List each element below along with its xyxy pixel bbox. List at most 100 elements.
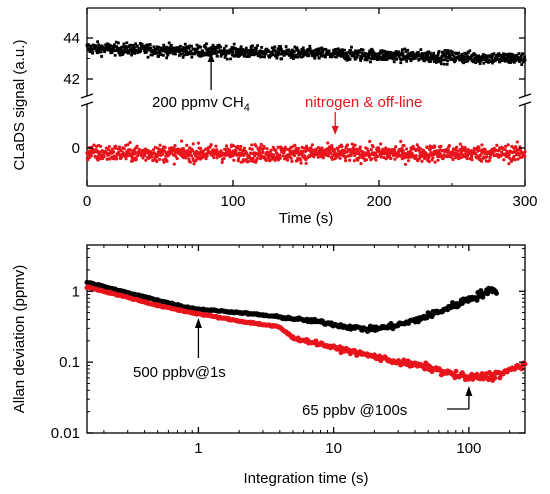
point xyxy=(214,52,218,55)
point xyxy=(519,54,523,58)
point xyxy=(316,53,319,57)
point xyxy=(432,57,436,61)
point xyxy=(167,50,170,54)
point xyxy=(256,44,259,47)
point xyxy=(423,59,426,63)
point xyxy=(455,145,459,149)
point xyxy=(112,47,116,51)
point xyxy=(284,45,288,48)
point xyxy=(210,52,214,56)
point xyxy=(385,58,389,61)
point xyxy=(98,144,103,148)
point xyxy=(129,49,133,53)
point xyxy=(384,146,388,150)
point xyxy=(389,50,393,54)
point xyxy=(415,54,419,58)
point xyxy=(432,51,436,55)
point xyxy=(395,50,398,54)
point xyxy=(174,52,177,56)
point xyxy=(404,56,408,60)
point xyxy=(403,47,407,51)
point xyxy=(301,55,305,58)
point xyxy=(313,56,317,60)
point xyxy=(491,61,494,65)
point xyxy=(293,50,296,53)
point xyxy=(509,52,513,56)
point xyxy=(106,42,109,46)
point xyxy=(117,41,120,45)
point xyxy=(441,58,445,62)
point xyxy=(195,43,199,47)
point xyxy=(215,156,219,160)
point xyxy=(353,52,356,55)
point xyxy=(181,52,185,56)
point xyxy=(114,157,119,161)
point xyxy=(405,147,409,151)
point xyxy=(270,46,274,50)
y-tick-label: 0.01 xyxy=(51,425,80,442)
point xyxy=(148,43,152,46)
point xyxy=(344,57,348,61)
point xyxy=(276,145,280,149)
point xyxy=(108,44,112,48)
point xyxy=(212,48,216,52)
point xyxy=(299,50,303,54)
point xyxy=(259,55,262,59)
point xyxy=(333,147,337,152)
point xyxy=(120,45,124,49)
point xyxy=(454,58,457,62)
point xyxy=(405,59,409,63)
point xyxy=(148,48,151,52)
point xyxy=(383,58,387,61)
point xyxy=(198,153,202,157)
point xyxy=(513,60,516,64)
point xyxy=(126,49,129,52)
point xyxy=(125,41,129,45)
point xyxy=(402,144,406,148)
point xyxy=(427,160,431,164)
point xyxy=(482,58,486,61)
point xyxy=(350,45,353,49)
point xyxy=(118,53,122,57)
point xyxy=(274,52,278,56)
point xyxy=(239,144,243,149)
point xyxy=(211,52,215,55)
point xyxy=(443,49,447,52)
point xyxy=(251,156,255,161)
point xyxy=(135,144,139,148)
point xyxy=(371,49,375,53)
point xyxy=(411,57,415,61)
point xyxy=(220,52,223,56)
point xyxy=(232,46,235,50)
point xyxy=(260,55,264,59)
point xyxy=(332,50,336,54)
point xyxy=(91,43,95,47)
point xyxy=(397,55,401,59)
point xyxy=(253,154,257,158)
point xyxy=(458,54,462,58)
point xyxy=(523,58,527,62)
point xyxy=(359,48,363,51)
point xyxy=(423,51,427,55)
point xyxy=(332,48,335,52)
point xyxy=(111,44,114,48)
point xyxy=(366,149,370,153)
point xyxy=(358,145,362,149)
point xyxy=(222,47,226,50)
point xyxy=(281,154,285,158)
point xyxy=(433,60,436,63)
point xyxy=(513,158,517,162)
point xyxy=(301,52,304,56)
point xyxy=(122,42,126,46)
point xyxy=(397,152,401,156)
point xyxy=(339,48,343,52)
point xyxy=(273,158,277,162)
point xyxy=(222,51,226,55)
point xyxy=(446,148,450,152)
point xyxy=(368,49,372,53)
point xyxy=(130,53,133,57)
point xyxy=(499,57,502,61)
point xyxy=(334,48,338,51)
point xyxy=(351,51,354,55)
point xyxy=(326,141,330,145)
